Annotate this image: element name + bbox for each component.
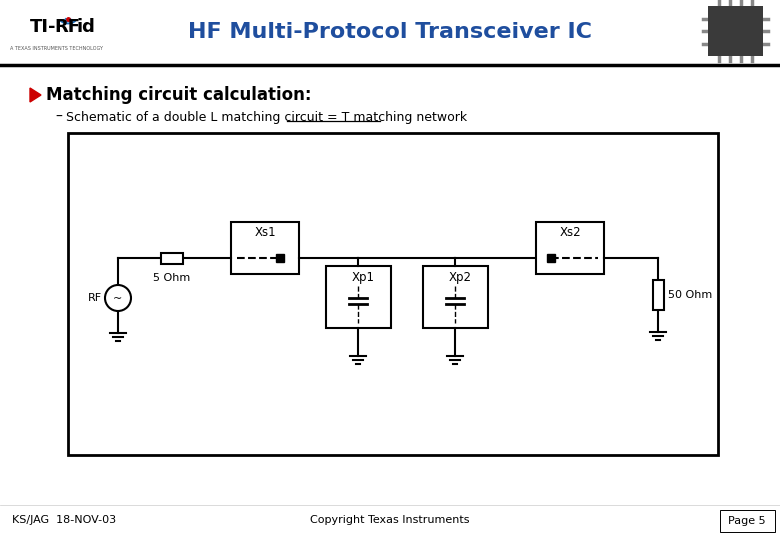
Text: Page 5: Page 5 bbox=[729, 516, 766, 526]
Bar bbox=[423, 266, 488, 328]
Bar bbox=[325, 266, 391, 328]
Bar bbox=[536, 222, 604, 274]
Text: Xs2: Xs2 bbox=[559, 226, 581, 240]
Text: Matching circuit calculation:: Matching circuit calculation: bbox=[46, 86, 311, 104]
Text: A TEXAS INSTRUMENTS TECHNOLOGY: A TEXAS INSTRUMENTS TECHNOLOGY bbox=[10, 46, 104, 51]
Polygon shape bbox=[30, 88, 41, 102]
Circle shape bbox=[105, 285, 131, 311]
Text: ~: ~ bbox=[113, 294, 122, 304]
Text: RF: RF bbox=[88, 293, 102, 303]
Text: id: id bbox=[76, 18, 95, 36]
Text: KS/JAG  18-NOV-03: KS/JAG 18-NOV-03 bbox=[12, 515, 116, 525]
Text: Schematic of a double L matching circuit = T matching network: Schematic of a double L matching circuit… bbox=[66, 111, 467, 124]
Text: –: – bbox=[55, 110, 62, 124]
Text: Xp2: Xp2 bbox=[448, 271, 471, 284]
Text: Xp1: Xp1 bbox=[352, 271, 374, 284]
Text: RF: RF bbox=[54, 18, 80, 36]
Text: Copyright Texas Instruments: Copyright Texas Instruments bbox=[310, 515, 470, 525]
Text: Xs1: Xs1 bbox=[254, 226, 276, 240]
Bar bbox=[708, 6, 763, 56]
Bar bbox=[231, 222, 299, 274]
Bar bbox=[161, 253, 183, 264]
Text: 50 Ohm: 50 Ohm bbox=[668, 290, 713, 300]
Text: 5 Ohm: 5 Ohm bbox=[154, 273, 190, 283]
Bar bbox=[653, 280, 664, 310]
Text: HF Multi-Protocol Transceiver IC: HF Multi-Protocol Transceiver IC bbox=[188, 22, 592, 42]
Bar bbox=[720, 510, 775, 532]
Text: TI-: TI- bbox=[30, 18, 56, 36]
Bar bbox=[68, 133, 718, 455]
